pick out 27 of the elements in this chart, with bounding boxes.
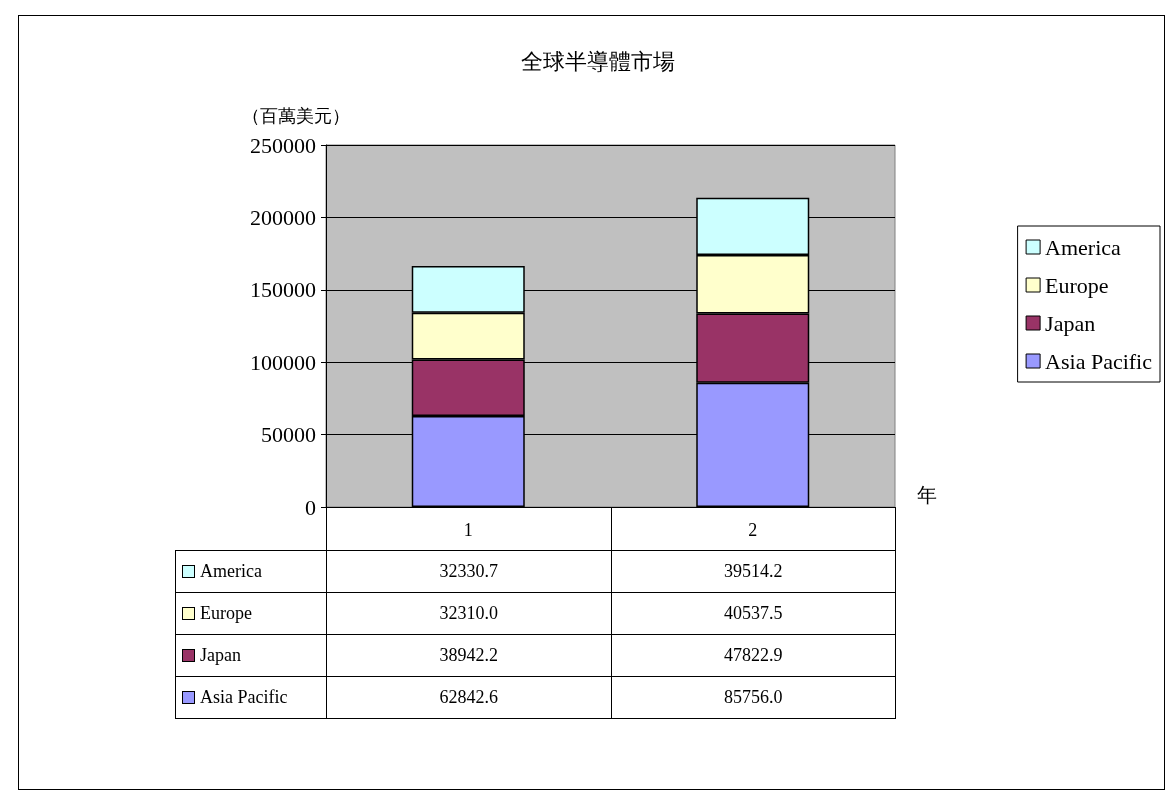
data-label: 38942.2: [326, 634, 612, 677]
y-tick-label: 200000: [250, 204, 316, 230]
y-tick-label: 250000: [250, 132, 316, 158]
x-tick-label: 2: [748, 520, 758, 540]
legend-label: Europe: [1045, 272, 1109, 298]
text: Asia Pacific: [1045, 348, 1152, 374]
legend-label: Japan: [1045, 310, 1096, 336]
data-label: 32330.7: [326, 550, 612, 593]
x-tick-label: 1: [463, 520, 473, 540]
legend-label: Asia Pacific: [200, 687, 288, 708]
chart-title: 全球半導體市場: [521, 48, 675, 74]
data-label: 47822.9: [610, 634, 896, 677]
data-label: 85756.0: [610, 676, 896, 719]
data-label: 39514.2: [610, 550, 896, 593]
legend-label: America: [1045, 234, 1122, 260]
y-axis-title: （百萬美元）: [242, 104, 350, 126]
y-tick-label: 50000: [261, 422, 316, 448]
data-label: 62842.6: [326, 676, 612, 719]
text: Japan: [200, 645, 241, 665]
data-label: 32310.0: [326, 592, 612, 635]
x-axis-title: 年: [917, 483, 937, 507]
y-tick-label: 100000: [250, 349, 316, 375]
y-tick-label: 150000: [250, 277, 316, 303]
text: America: [200, 561, 262, 581]
y-tick-label: 0: [305, 494, 316, 520]
text: Europe: [200, 603, 252, 623]
data-label: 40537.5: [610, 592, 896, 635]
